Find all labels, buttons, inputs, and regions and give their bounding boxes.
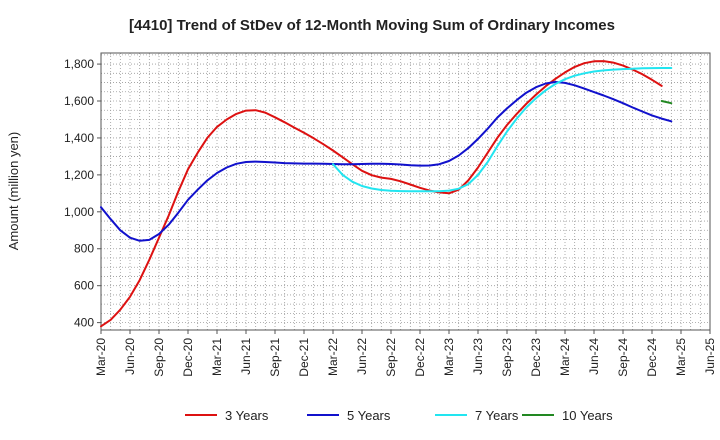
y-tick-label: 1,400 xyxy=(64,131,94,145)
chart-title: [4410] Trend of StDev of 12-Month Moving… xyxy=(129,17,615,34)
x-tick-label: Dec-24 xyxy=(645,338,659,377)
x-tick-label: Sep-20 xyxy=(152,338,166,377)
x-tick-label: Mar-23 xyxy=(442,338,456,376)
x-tick-label: Dec-21 xyxy=(297,338,311,377)
y-tick-label: 1,000 xyxy=(64,205,94,219)
legend-label-7-years: 7 Years xyxy=(475,408,519,423)
x-tick-label: Sep-23 xyxy=(500,338,514,377)
y-tick-label: 1,600 xyxy=(64,94,94,108)
x-tick-label: Sep-22 xyxy=(384,338,398,377)
series-line-3-years xyxy=(100,60,663,328)
y-tick-label: 1,200 xyxy=(64,168,94,182)
series-line-5-years xyxy=(100,81,673,242)
x-tick-label: Jun-23 xyxy=(471,338,485,375)
series-line-10-years xyxy=(660,100,673,105)
x-tick-label: Dec-22 xyxy=(413,338,427,377)
series-lines xyxy=(100,60,673,328)
x-tick-label: Jun-20 xyxy=(123,338,137,375)
plot-area xyxy=(100,52,711,331)
legend-label-5-years: 5 Years xyxy=(347,408,391,423)
x-tick-label: Sep-24 xyxy=(616,338,630,377)
x-tick-label: Jun-22 xyxy=(355,338,369,375)
legend: 3 Years 5 Years 7 Years 10 Years xyxy=(185,408,613,423)
x-tick-label: Mar-25 xyxy=(674,338,688,376)
x-tick-label: Jun-25 xyxy=(703,338,717,375)
x-tick-label: Mar-22 xyxy=(326,338,340,376)
x-tick-label: Mar-24 xyxy=(558,338,572,376)
y-tick-label: 600 xyxy=(74,279,94,293)
y-tick-label: 800 xyxy=(74,242,94,256)
x-tick-label: Jun-24 xyxy=(587,338,601,375)
series-line-7-years xyxy=(332,67,673,193)
y-tick-label: 1,800 xyxy=(64,57,94,71)
y-tick-label: 400 xyxy=(74,316,94,330)
x-tick-label: Jun-21 xyxy=(239,338,253,375)
x-axis-ticks: Mar-20 Jun-20 Sep-20 Dec-20 Mar-21 Jun-21 Sep-… xyxy=(94,330,717,377)
x-tick-label: Dec-20 xyxy=(181,338,195,377)
x-tick-label: Sep-21 xyxy=(268,338,282,377)
y-axis-label: Amount (million yen) xyxy=(6,132,21,251)
legend-label-3-years: 3 Years xyxy=(225,408,269,423)
x-tick-label: Dec-23 xyxy=(529,338,543,377)
y-axis-ticks: 400 600 800 1,000 1,200 1,400 1,600 1,800 xyxy=(64,57,101,330)
legend-label-10-years: 10 Years xyxy=(562,408,613,423)
x-tick-label: Mar-21 xyxy=(210,338,224,376)
x-tick-label: Mar-20 xyxy=(94,338,108,376)
